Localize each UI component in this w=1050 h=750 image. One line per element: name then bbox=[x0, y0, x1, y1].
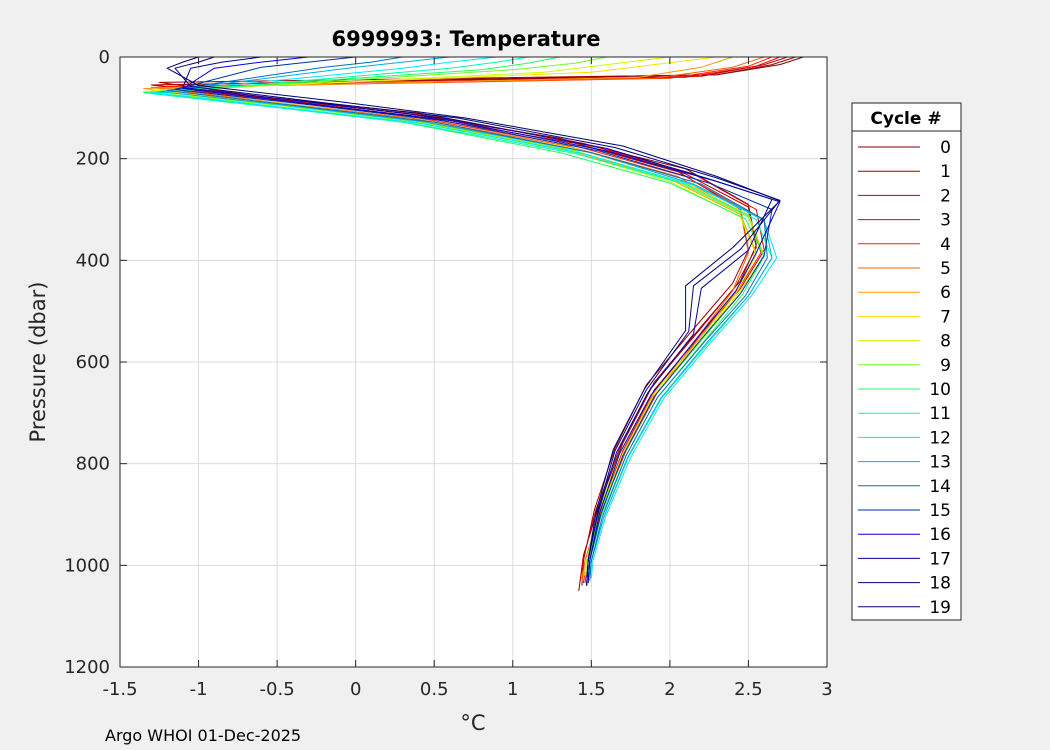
legend-label: 7 bbox=[940, 307, 951, 327]
y-tick-label: 800 bbox=[76, 454, 110, 475]
y-tick-label: 1200 bbox=[64, 657, 110, 678]
footer-credit: Argo WHOI 01-Dec-2025 bbox=[105, 726, 301, 745]
x-tick-label: -1 bbox=[190, 679, 208, 700]
legend-label: 12 bbox=[929, 428, 951, 448]
legend-label: 11 bbox=[929, 404, 951, 424]
legend-label: 9 bbox=[940, 356, 951, 376]
y-tick-label: 400 bbox=[76, 250, 110, 271]
x-tick-label: 3 bbox=[821, 679, 832, 700]
series-line-cycle-16 bbox=[182, 56, 781, 584]
legend-label: 13 bbox=[929, 453, 951, 473]
series-line-cycle-11 bbox=[150, 56, 773, 576]
legend-label: 17 bbox=[929, 549, 951, 569]
axes[interactable]: -1.5 -1 -0.5 0 0.5 1 1.5 2 2.5 3 0 200 400 600 800 100… bbox=[64, 47, 833, 700]
legend-title: Cycle # bbox=[870, 109, 941, 129]
legend-label: 6 bbox=[940, 283, 951, 303]
legend-label: 18 bbox=[929, 574, 951, 594]
series-line-cycle-8 bbox=[143, 56, 757, 576]
x-tick-label: 0 bbox=[350, 679, 361, 700]
y-tick-label: 600 bbox=[76, 352, 110, 373]
y-tick-label: 200 bbox=[76, 149, 110, 170]
legend-label: 19 bbox=[929, 598, 951, 618]
tick-marks bbox=[119, 56, 828, 668]
y-tick-label: 1000 bbox=[64, 555, 110, 576]
legend-label: 1 bbox=[940, 162, 951, 182]
legend-label: 15 bbox=[929, 501, 951, 521]
series-lines bbox=[143, 56, 804, 591]
chart-title: 6999993: Temperature bbox=[331, 27, 600, 51]
series-line-cycle-3 bbox=[166, 56, 781, 584]
x-tick-label: 2 bbox=[664, 679, 675, 700]
x-tick-label: -1.5 bbox=[102, 679, 137, 700]
legend-label: 5 bbox=[940, 259, 951, 279]
x-tick-label: 2.5 bbox=[734, 679, 763, 700]
legend-label: 10 bbox=[929, 380, 951, 400]
x-tick-label: 0.5 bbox=[420, 679, 449, 700]
series-line-cycle-18 bbox=[174, 56, 781, 586]
x-axis-label: °C bbox=[460, 711, 485, 735]
x-tick-label: -0.5 bbox=[260, 679, 295, 700]
legend-label: 16 bbox=[929, 525, 951, 545]
x-tick-labels: -1.5 -1 -0.5 0 0.5 1 1.5 2 2.5 3 bbox=[102, 679, 832, 700]
legend-label: 2 bbox=[940, 186, 951, 206]
legend-label: 14 bbox=[929, 477, 951, 497]
y-tick-label: 0 bbox=[99, 47, 110, 68]
series-line-cycle-19 bbox=[166, 56, 781, 586]
y-tick-labels: 0 200 400 600 800 1000 1200 bbox=[64, 47, 110, 678]
legend-label: 4 bbox=[940, 235, 951, 255]
legend-label: 0 bbox=[940, 138, 951, 158]
y-axis-label: Pressure (dbar) bbox=[26, 282, 50, 443]
x-tick-label: 1 bbox=[507, 679, 518, 700]
x-tick-label: 1.5 bbox=[577, 679, 606, 700]
legend-label: 8 bbox=[940, 332, 951, 352]
legend-label: 3 bbox=[940, 211, 951, 231]
